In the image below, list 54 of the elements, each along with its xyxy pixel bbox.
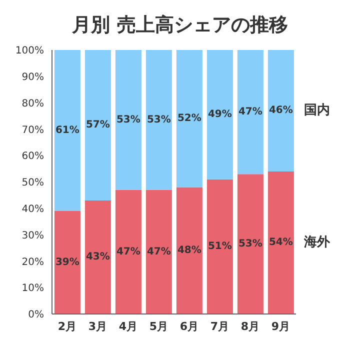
data-label: 53%: [146, 114, 171, 126]
y-tick-label: 90%: [22, 72, 44, 83]
y-tick-label: 80%: [22, 98, 44, 110]
x-tick-label: 6月: [180, 320, 199, 333]
bar: [115, 50, 142, 190]
bar: [84, 200, 111, 314]
bar: [54, 211, 80, 314]
y-tick-label: 10%: [22, 283, 44, 294]
bar: [268, 171, 294, 314]
bar: [237, 174, 264, 314]
bar: [176, 187, 202, 314]
bar: [206, 179, 233, 314]
bar: [237, 50, 264, 174]
y-tick-label: 30%: [22, 230, 44, 242]
chart-title: 月別 売上高シェアの推移: [71, 13, 289, 38]
series-label: 海外: [304, 234, 330, 252]
x-tick-label: 5月: [149, 320, 168, 333]
data-label: 46%: [268, 105, 293, 116]
bar: [206, 50, 233, 180]
x-tick-label: 7月: [210, 320, 230, 333]
x-tick-label: 4月: [118, 320, 138, 333]
bar: [115, 190, 142, 314]
data-label: 51%: [208, 241, 232, 252]
y-tick-label: 60%: [22, 151, 44, 162]
data-label: 43%: [86, 252, 110, 263]
data-label: 57%: [86, 120, 110, 131]
y-tick-label: 0%: [28, 310, 44, 321]
y-tick-label: 20%: [22, 256, 44, 268]
bar: [84, 50, 111, 200]
y-tick-label: 40%: [22, 204, 44, 215]
x-tick-label: 9月: [271, 320, 290, 333]
data-label: 49%: [208, 109, 232, 120]
bar: [176, 50, 202, 188]
data-label: 48%: [177, 245, 202, 256]
y-tick-label: 70%: [22, 124, 44, 136]
data-label: 52%: [177, 113, 202, 124]
y-tick-label: 50%: [22, 178, 44, 189]
bar: [146, 50, 172, 190]
data-label: 39%: [55, 257, 80, 268]
x-tick-label: 8月: [240, 320, 260, 333]
data-label: 61%: [55, 125, 80, 136]
bar: [54, 50, 80, 212]
x-tick-label: 3月: [88, 320, 108, 333]
series-label: 国内: [304, 102, 330, 120]
data-label: 54%: [268, 237, 293, 248]
bar: [146, 190, 172, 314]
data-label: 47%: [238, 106, 262, 118]
data-label: 53%: [238, 238, 262, 250]
bar: [268, 50, 294, 172]
x-tick-label: 2月: [58, 320, 77, 333]
y-tick-label: 100%: [15, 46, 44, 57]
data-label: 47%: [146, 246, 171, 258]
data-label: 53%: [116, 114, 140, 126]
data-label: 47%: [116, 246, 140, 258]
